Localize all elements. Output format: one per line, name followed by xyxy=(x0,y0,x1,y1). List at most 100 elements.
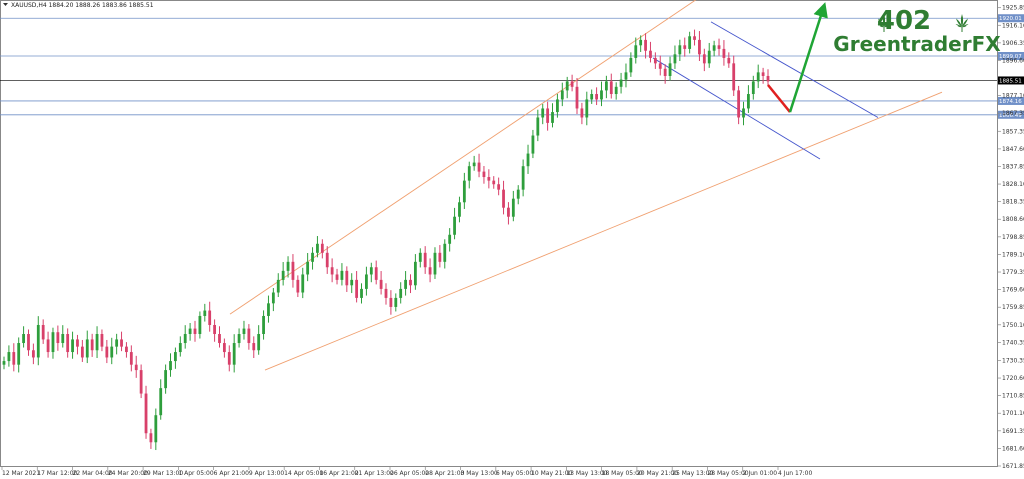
y-tick-label: 1759.85 xyxy=(1002,304,1024,311)
y-tick-label: 1847.60 xyxy=(1002,146,1024,153)
bull-candle xyxy=(629,57,633,73)
bull-candle xyxy=(237,334,241,344)
chart-area[interactable] xyxy=(0,0,998,467)
bull-candle xyxy=(311,252,314,262)
y-tick-label: 1818.35 xyxy=(1002,199,1024,206)
bear-candle xyxy=(609,81,613,95)
bear-candle xyxy=(125,346,128,353)
leaf-blade xyxy=(962,23,969,27)
bull-candle xyxy=(154,415,158,443)
projection-down-line xyxy=(767,84,791,113)
leaf-blade xyxy=(957,26,962,28)
bear-candle xyxy=(482,171,486,178)
dropdown-triangle-icon[interactable] xyxy=(3,3,8,6)
bear-candle xyxy=(698,39,701,55)
level-price-label: 1874.16 xyxy=(999,99,1022,105)
bear-candle xyxy=(27,334,30,351)
bear-candle xyxy=(330,267,334,275)
bear-candle xyxy=(727,57,731,64)
bull-candle xyxy=(448,234,452,244)
bull-candle xyxy=(458,202,461,217)
bull-candle xyxy=(369,267,373,275)
bear-candle xyxy=(717,45,721,49)
bear-candle xyxy=(487,177,491,181)
bear-candle xyxy=(320,243,324,253)
brand-name: GreentraderFX xyxy=(833,32,1001,56)
bull-candle xyxy=(521,166,525,190)
bull-candle xyxy=(360,288,363,298)
y-tick-label: 1867.35 xyxy=(1002,110,1024,117)
y-tick-label: 1740.35 xyxy=(1002,339,1024,346)
cannabis-leaf-icon xyxy=(877,14,891,32)
leaf-blade xyxy=(955,23,962,27)
x-tick-label: 29 Mar 13:00 xyxy=(143,470,183,477)
x-tick-label: 13 May 13:00 xyxy=(566,470,607,477)
bear-candle xyxy=(737,90,741,118)
bull-candle xyxy=(712,45,716,51)
x-tick-label: 22 Mar 04:00 xyxy=(73,470,113,477)
x-tick-label: 16 Apr 21:00 xyxy=(319,470,358,477)
bull-candle xyxy=(619,79,623,87)
level-price-tag xyxy=(998,76,1024,85)
y-tick-label: 1896.60 xyxy=(1002,57,1024,64)
bear-candle xyxy=(384,288,388,298)
bull-candle xyxy=(276,279,280,293)
x-tick-label: 24 Mar 20:00 xyxy=(108,470,148,477)
bull-candle xyxy=(85,339,89,358)
bull-candle xyxy=(614,86,618,95)
y-tick-label: 1789.10 xyxy=(1002,251,1024,258)
leaf-blade xyxy=(884,26,889,28)
bear-candle xyxy=(653,57,657,64)
bear-candle xyxy=(507,207,510,217)
leaf-blade xyxy=(962,18,968,27)
x-tick-label: 9 Apr 13:00 xyxy=(249,470,284,477)
bear-candle xyxy=(649,50,652,58)
bull-candle xyxy=(61,334,65,344)
bull-candle xyxy=(467,166,471,181)
bull-candle xyxy=(399,288,403,298)
x-tick-label: 14 Apr 05:00 xyxy=(284,470,323,477)
leaf-blade xyxy=(882,14,886,27)
bull-candle xyxy=(301,274,305,293)
y-tick-label: 1691.35 xyxy=(1002,428,1024,435)
bear-candle xyxy=(570,81,574,87)
bear-candle xyxy=(66,334,70,353)
bear-candle xyxy=(702,54,706,64)
bull-candle xyxy=(350,279,354,286)
bull-candle xyxy=(281,270,285,280)
bear-candle xyxy=(497,184,501,190)
level-price-label: 1866.49 xyxy=(999,113,1022,119)
leaf-blade xyxy=(879,26,884,28)
bear-candle xyxy=(149,433,153,443)
bear-candle xyxy=(546,108,550,123)
bear-candle xyxy=(355,279,359,298)
y-tick-label: 1828.10 xyxy=(1002,181,1024,188)
x-tick-label: 26 Apr 05:00 xyxy=(390,470,429,477)
bear-candle xyxy=(325,252,329,268)
bear-candle xyxy=(41,324,45,340)
bull-candle xyxy=(624,72,628,80)
bull-candle xyxy=(271,292,275,304)
level-price-label: 1899.07 xyxy=(999,54,1022,60)
bear-candle xyxy=(80,346,84,358)
bull-candle xyxy=(71,339,74,353)
bull-candle xyxy=(340,270,344,280)
bull-candle xyxy=(22,334,25,344)
bull-candle xyxy=(590,94,594,100)
bull-candle xyxy=(433,252,437,275)
level-price-label: 1920.01 xyxy=(999,16,1022,22)
bear-candle xyxy=(105,346,109,358)
x-tick-label: 6 May 05:00 xyxy=(496,470,534,477)
plot-border xyxy=(0,0,998,467)
bull-candle xyxy=(536,117,540,136)
bear-candle xyxy=(31,350,35,358)
cannabis-leaf-icon xyxy=(955,14,969,32)
level-price-tag xyxy=(998,110,1024,119)
bear-candle xyxy=(766,75,770,82)
bull-candle xyxy=(560,90,564,100)
bear-candle xyxy=(658,63,662,69)
bull-candle xyxy=(17,343,21,365)
bear-candle xyxy=(291,261,295,280)
bull-candle xyxy=(600,90,603,100)
